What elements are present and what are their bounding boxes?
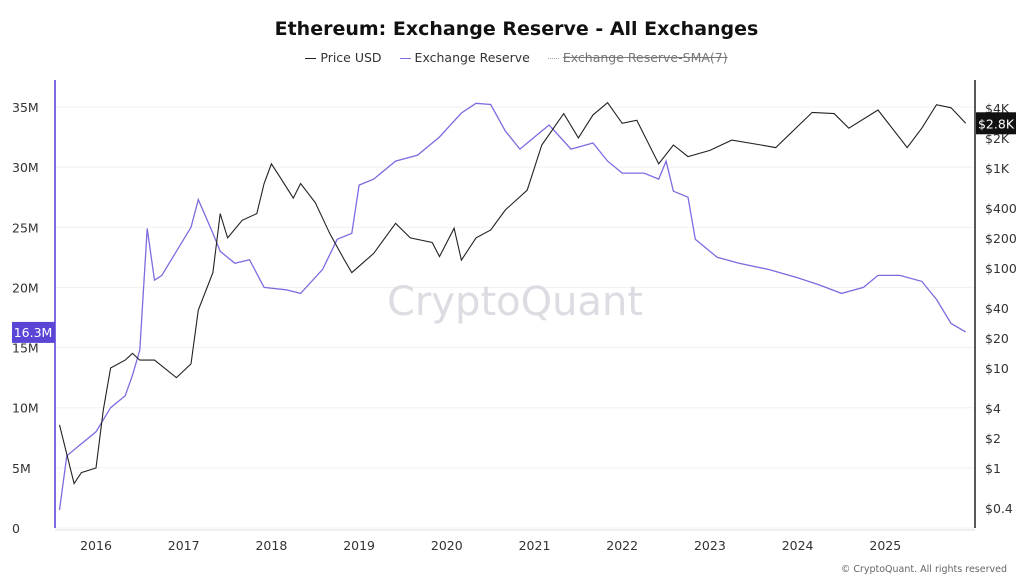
- legend-label: Exchange Reserve: [414, 50, 530, 65]
- reserve-line: [58, 102, 967, 511]
- price-current-label: $2.8K: [978, 116, 1015, 131]
- y-right-tick: $400: [985, 201, 1017, 216]
- y-right-tick: $0.4: [985, 501, 1013, 516]
- x-tick: 2018: [255, 538, 287, 553]
- y-right-tick: $2K: [985, 131, 1010, 146]
- reserve-current-badge: [12, 321, 55, 343]
- y-left-tick: 35M: [12, 100, 39, 115]
- y-right-tick: $1K: [985, 161, 1010, 176]
- x-tick: 2016: [80, 538, 112, 553]
- y-right-tick: $200: [985, 231, 1017, 246]
- y-left-tick: 25M: [12, 220, 39, 235]
- y-left-tick: 20M: [12, 280, 39, 295]
- sma-swatch-icon: [547, 58, 559, 59]
- y-right-tick: $1: [985, 461, 1001, 476]
- y-left-tick: 10M: [12, 401, 39, 416]
- price-line: [58, 101, 967, 485]
- x-tick: 2022: [606, 538, 638, 553]
- legend-label: Exchange Reserve-SMA(7): [562, 50, 728, 65]
- y-right-tick: $20: [985, 331, 1009, 346]
- legend-item-price[interactable]: Price USD: [305, 50, 382, 65]
- chart-title: Ethereum: Exchange Reserve - All Exchang…: [274, 18, 759, 40]
- y-right-tick: $100: [985, 261, 1017, 276]
- y-right-tick: $4: [985, 401, 1001, 416]
- y-right-tick: $10: [985, 361, 1009, 376]
- y-left-tick: 0: [12, 521, 20, 536]
- legend-label: Price USD: [320, 50, 382, 65]
- price-current-badge: [976, 112, 1016, 135]
- legend-item-sma[interactable]: Exchange Reserve-SMA(7): [547, 50, 728, 65]
- x-tick: 2020: [431, 538, 463, 553]
- reserve-swatch-icon: [399, 58, 411, 59]
- x-tick: 2025: [869, 538, 901, 553]
- y-right-tick: $2: [985, 431, 1001, 446]
- x-tick: 2024: [782, 538, 814, 553]
- x-tick: 2019: [343, 538, 375, 553]
- copyright: © CryptoQuant. All rights reserved: [840, 564, 1007, 575]
- watermark: CryptoQuant: [387, 279, 643, 325]
- reserve-current-label: 16.3M: [14, 325, 53, 340]
- legend-item-reserve[interactable]: Exchange Reserve: [399, 50, 530, 65]
- x-tick: 2021: [519, 538, 551, 553]
- y-left-tick: 15M: [12, 341, 39, 356]
- y-left-tick: 30M: [12, 160, 39, 175]
- x-tick: 2023: [694, 538, 726, 553]
- legend: Price USD Exchange Reserve Exchange Rese…: [0, 50, 1033, 65]
- y-right-tick: $4K: [985, 101, 1010, 116]
- y-right-tick: $40: [985, 301, 1009, 316]
- x-tick: 2017: [168, 538, 200, 553]
- y-left-tick: 5M: [12, 461, 31, 476]
- price-swatch-icon: [305, 58, 317, 59]
